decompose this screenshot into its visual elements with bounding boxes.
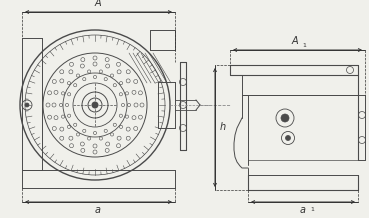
Text: 1: 1 — [302, 43, 306, 48]
Text: 1: 1 — [310, 207, 314, 212]
Circle shape — [92, 102, 98, 108]
Text: A: A — [95, 0, 101, 8]
Text: a: a — [300, 205, 306, 215]
Circle shape — [281, 114, 289, 122]
Text: h: h — [220, 122, 226, 132]
Text: A: A — [292, 36, 298, 46]
Circle shape — [286, 136, 290, 140]
Text: a: a — [95, 205, 101, 215]
Circle shape — [25, 103, 29, 107]
